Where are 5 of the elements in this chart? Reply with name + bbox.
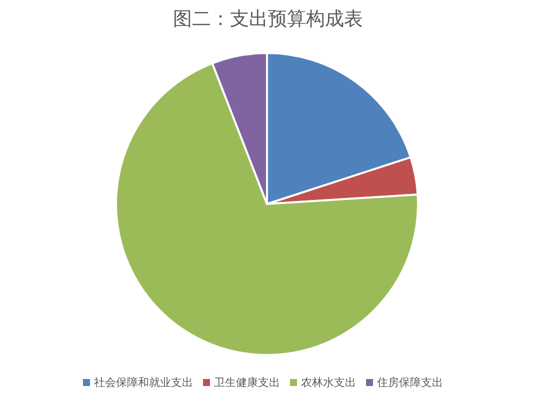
legend-label: 农林水支出: [301, 376, 356, 389]
legend-label: 社会保障和就业支出: [94, 376, 193, 389]
chart-title: 图二：支出预算构成表: [172, 7, 364, 32]
legend-label: 卫生健康支出: [214, 376, 280, 389]
legend-label: 住房保障支出: [377, 376, 443, 389]
